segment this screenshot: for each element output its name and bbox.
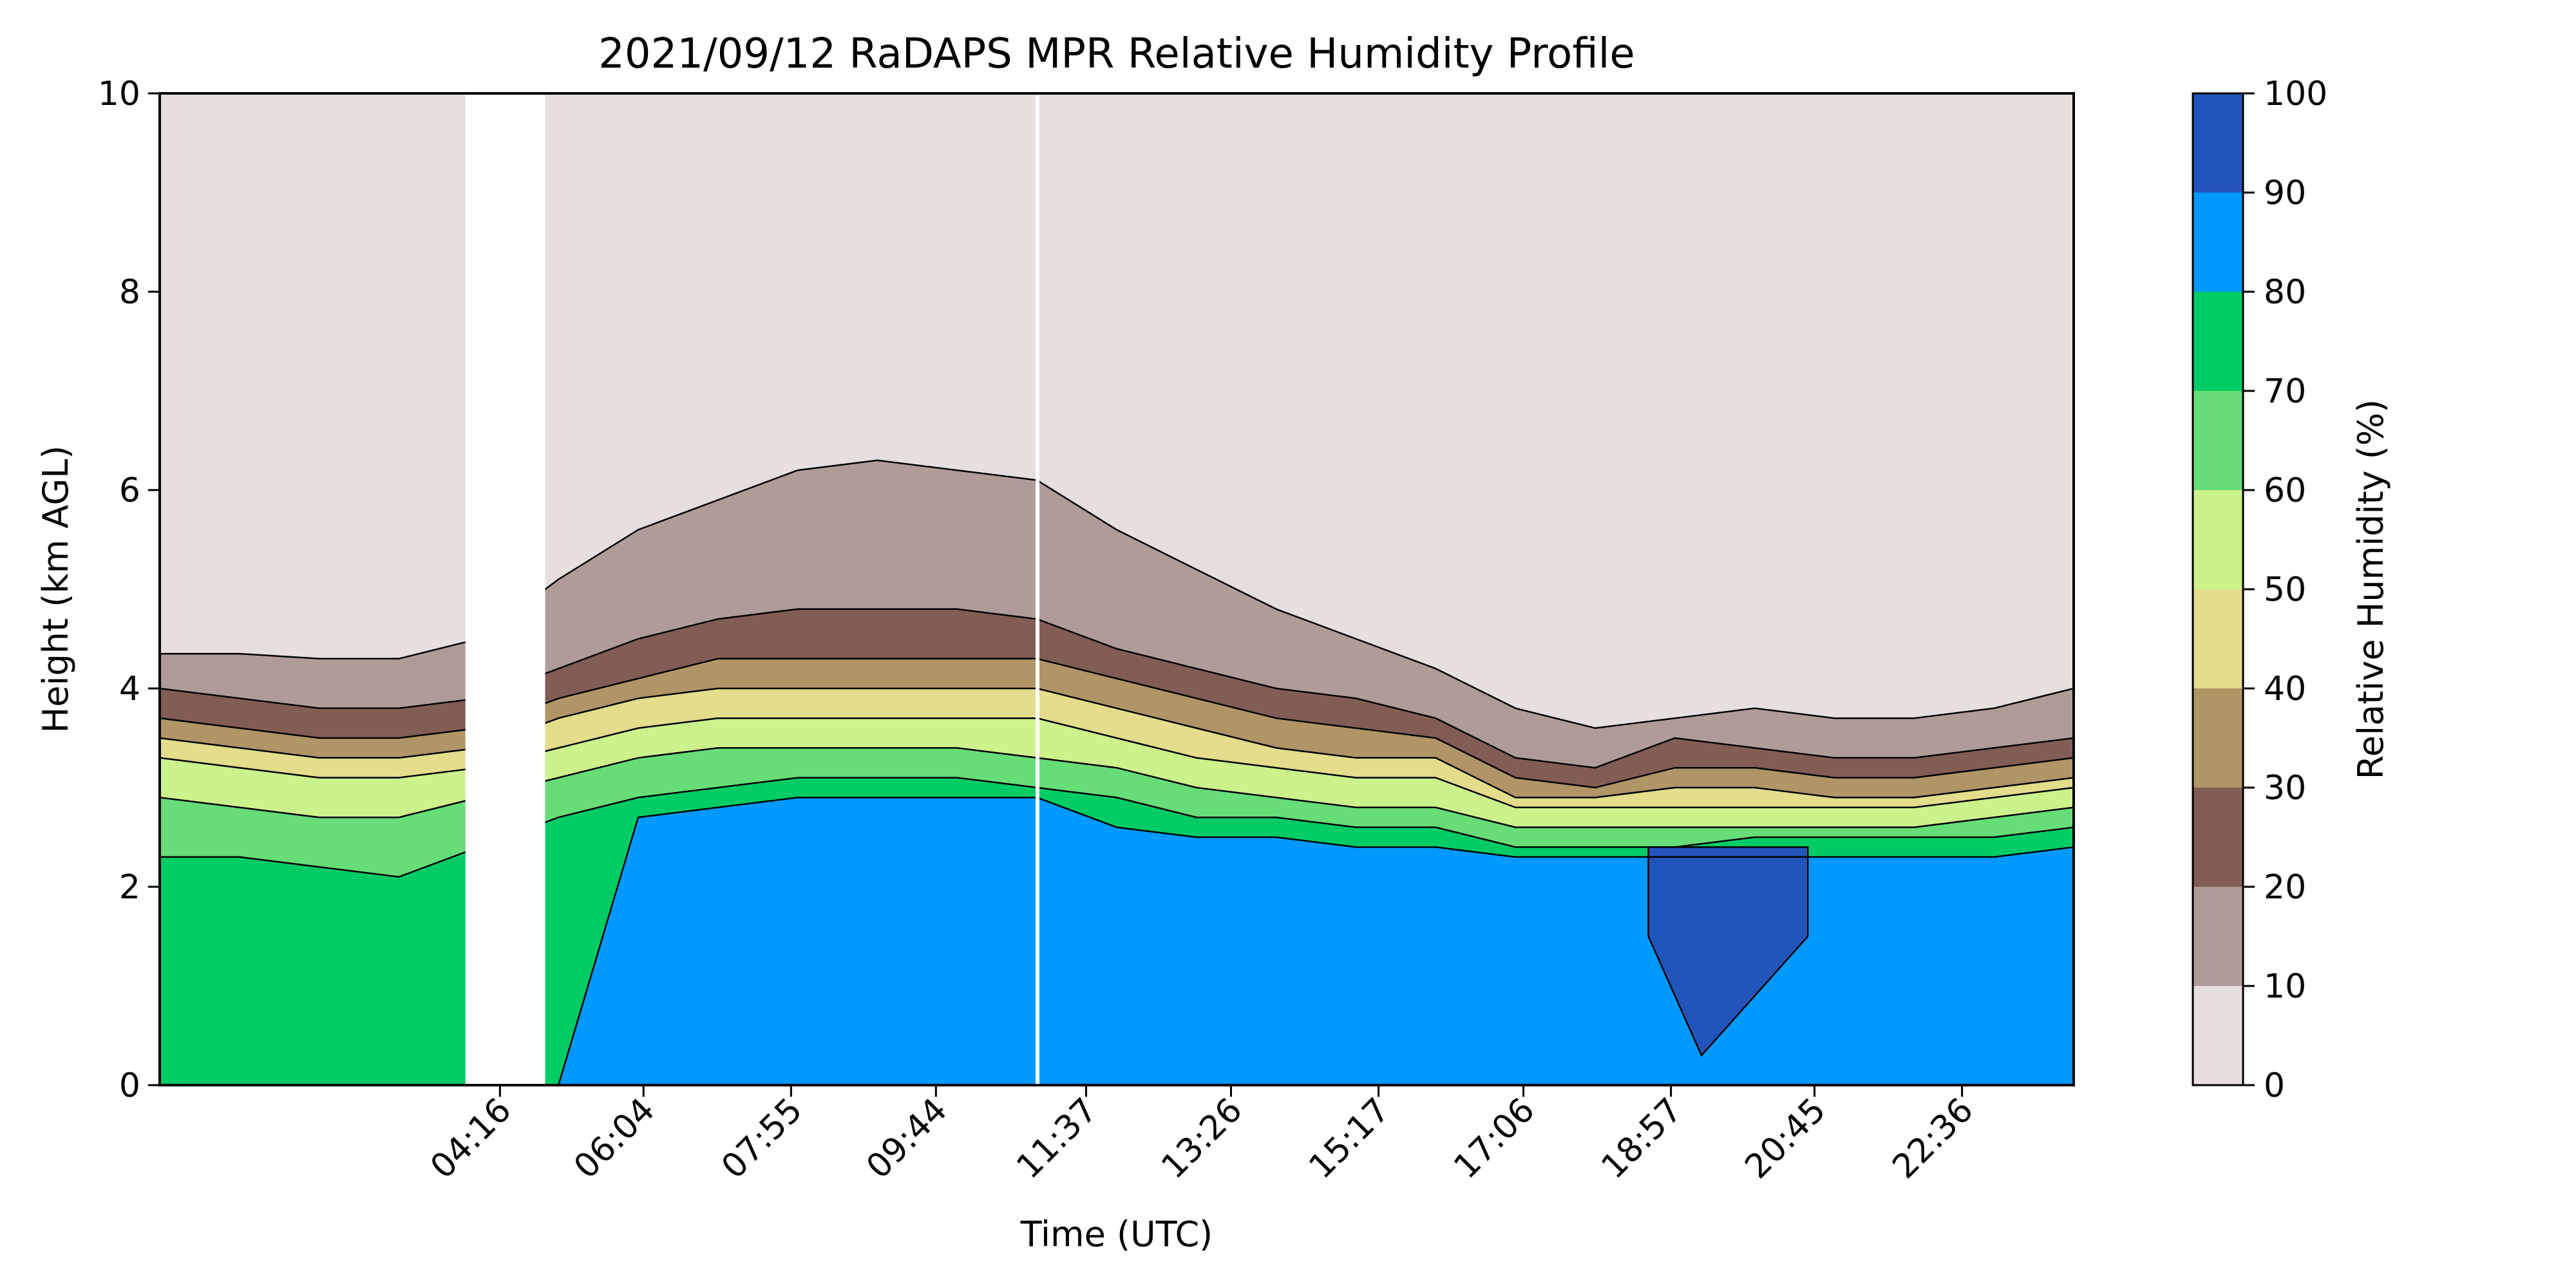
contour-line-80 bbox=[160, 797, 2074, 1085]
x-tick-label: 17:06 bbox=[1446, 1091, 1542, 1186]
colorbar-swatch-40-50 bbox=[2193, 589, 2243, 688]
x-axis: 04:16 06:04 07:55 09:44 11:37 13:26 15:17 17:06… bbox=[423, 1085, 1981, 1186]
x-axis-label: Time (UTC) bbox=[1020, 1214, 1213, 1255]
y-tick-label: 6 bbox=[119, 471, 140, 510]
plot-area bbox=[160, 93, 2074, 1085]
colorbar-tick-label: 100 bbox=[2264, 75, 2327, 113]
x-tick-label: 07:55 bbox=[714, 1091, 810, 1186]
y-tick-label: 10 bbox=[98, 75, 140, 113]
colorbar-label: Relative Humidity (%) bbox=[2351, 399, 2391, 779]
x-tick-label: 20:45 bbox=[1738, 1091, 1833, 1186]
colorbar-swatch-80-90 bbox=[2193, 193, 2243, 292]
colorbar-swatch-50-60 bbox=[2193, 490, 2243, 589]
x-tick-label: 06:04 bbox=[567, 1091, 662, 1186]
colorbar-tick-label: 0 bbox=[2264, 1066, 2285, 1105]
data-gap bbox=[465, 93, 545, 1085]
x-tick-label: 22:36 bbox=[1885, 1091, 1980, 1186]
y-tick-label: 2 bbox=[119, 868, 140, 907]
y-tick-label: 0 bbox=[119, 1066, 140, 1105]
contour-fills bbox=[160, 93, 2074, 1085]
colorbar-tick-label: 40 bbox=[2264, 670, 2306, 708]
colorbar-tick-label: 20 bbox=[2264, 868, 2306, 907]
chart-title: 2021/09/12 RaDAPS MPR Relative Humidity … bbox=[598, 30, 1635, 78]
x-tick-label: 18:57 bbox=[1594, 1091, 1689, 1186]
colorbar-tick-label: 90 bbox=[2264, 174, 2306, 213]
data-gap-boundary bbox=[1036, 93, 1039, 1085]
colorbar-tick-label: 50 bbox=[2264, 571, 2306, 609]
rh-band-80-90 bbox=[160, 797, 2074, 1085]
colorbar: 0 10 20 30 40 50 60 70 80 90 100 bbox=[2192, 75, 2327, 1105]
colorbar-tick-label: 10 bbox=[2264, 967, 2306, 1006]
colorbar-tick-label: 80 bbox=[2264, 273, 2306, 312]
x-tick-label: 09:44 bbox=[859, 1091, 954, 1186]
colorbar-swatch-90-100 bbox=[2193, 93, 2243, 193]
x-tick-label: 04:16 bbox=[423, 1091, 518, 1186]
x-tick-label: 11:37 bbox=[1009, 1091, 1104, 1186]
x-tick-label: 15:17 bbox=[1302, 1091, 1397, 1186]
y-axis-label: Height (km AGL) bbox=[35, 446, 76, 734]
rh-band-90-100 bbox=[1647, 846, 1809, 1057]
colorbar-swatch-20-30 bbox=[2193, 788, 2243, 887]
colorbar-tick-label: 60 bbox=[2264, 471, 2306, 510]
plot-frame bbox=[158, 92, 2075, 1086]
colorbar-swatch-0-10 bbox=[2193, 986, 2243, 1085]
y-tick-label: 4 bbox=[119, 670, 140, 708]
colorbar-swatch-10-20 bbox=[2193, 887, 2243, 986]
y-axis: 0 2 4 6 8 10 bbox=[98, 75, 160, 1105]
colorbar-swatch-60-70 bbox=[2193, 391, 2243, 490]
colorbar-swatch-70-80 bbox=[2193, 292, 2243, 391]
y-tick-label: 8 bbox=[119, 273, 140, 312]
colorbar-tick-label: 70 bbox=[2264, 372, 2306, 411]
x-tick-label: 13:26 bbox=[1154, 1091, 1249, 1186]
colorbar-tick-label: 30 bbox=[2264, 769, 2306, 808]
colorbar-swatch-30-40 bbox=[2193, 688, 2243, 788]
